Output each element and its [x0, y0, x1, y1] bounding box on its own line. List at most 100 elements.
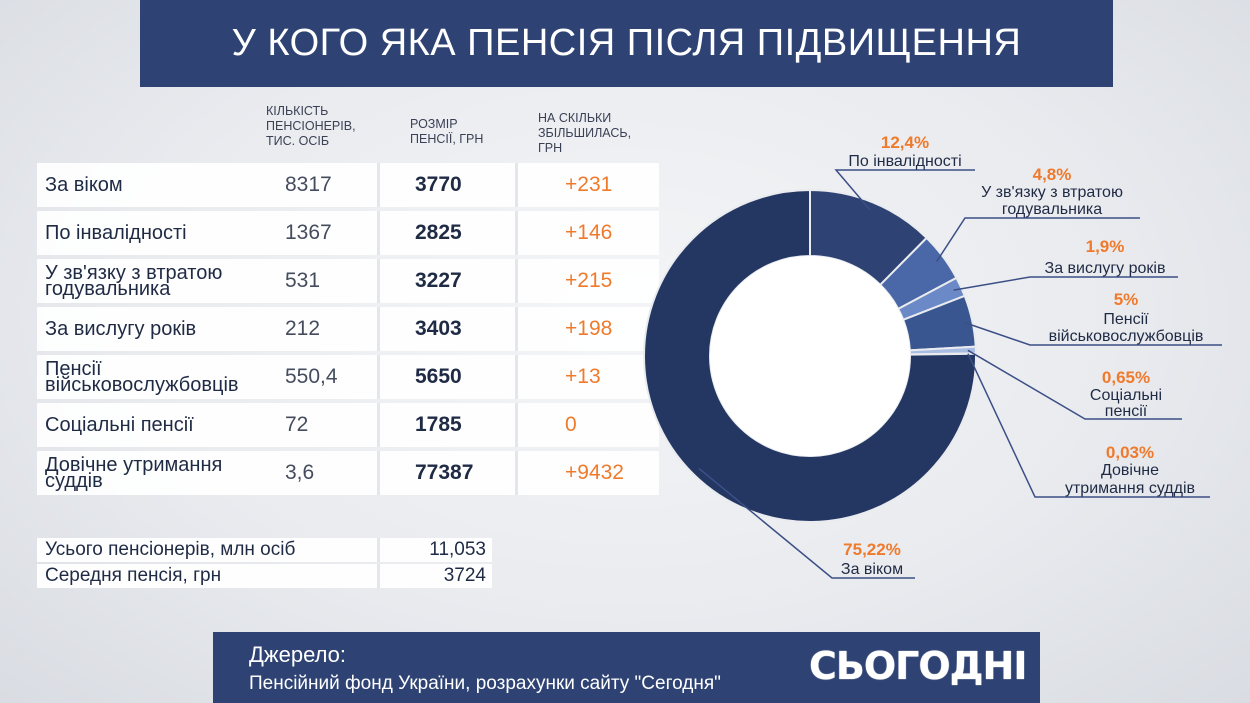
row-size: 1785 [415, 413, 462, 436]
row-count: 3,6 [285, 461, 315, 484]
row-size: 5650 [415, 365, 462, 388]
row-count: 8317 [285, 173, 332, 196]
separator [377, 307, 380, 351]
totals-table: Усього пенсіонерів, млн осіб 11,053 Сере… [37, 538, 492, 590]
total-label: Усього пенсіонерів, млн осіб [45, 539, 296, 560]
table-row: Соціальні пенсії 72 1785 0 [37, 403, 659, 447]
row-size: 77387 [415, 461, 474, 484]
separator [377, 538, 380, 562]
leader-line [834, 169, 975, 211]
slice-percent: 5% [1114, 290, 1139, 309]
slice-label: 75,22% За віком [698, 467, 915, 579]
separator [515, 211, 518, 255]
leader-line [953, 276, 1178, 291]
slice-category: Пенсії [1103, 311, 1149, 328]
row-name: Пенсії військовослужбовців [45, 358, 239, 396]
row-name: За вислугу років [45, 318, 197, 340]
row-count: 531 [285, 269, 321, 292]
page-title: У КОГО ЯКА ПЕНСІЯ ПІСЛЯ ПІДВИЩЕННЯ [231, 22, 1022, 64]
row-count: 212 [285, 317, 321, 340]
separator [377, 259, 380, 303]
table-row: По інвалідності 1367 2825 +146 [37, 211, 659, 255]
row-name: За віком [45, 174, 123, 196]
separator [515, 259, 518, 303]
table-row: Довічне утримання суддів 3,6 77387 +9432 [37, 451, 659, 495]
separator [377, 403, 380, 447]
slice-category: утримання суддів [1065, 480, 1195, 497]
slice-category: За віком [841, 561, 903, 578]
slice-category: Довічне [1101, 462, 1159, 479]
row-name: По інвалідності [45, 222, 187, 244]
leader-line [936, 217, 1140, 262]
leader-line [967, 353, 1210, 498]
slice-percent: 0,03% [1106, 443, 1154, 462]
row-increase: +146 [565, 221, 613, 244]
leader-line [967, 349, 1182, 420]
source-bar: Джерело: Пенсійний фонд України, розраху… [213, 632, 1040, 703]
row-increase: 0 [565, 413, 577, 436]
total-value: 11,053 [429, 539, 486, 560]
slice-category: годувальника [1002, 201, 1102, 218]
slice-label: 12,4%По інвалідності [834, 133, 975, 211]
slice-percent: 75,22% [843, 540, 901, 559]
total-value: 3724 [443, 565, 486, 586]
separator [377, 211, 380, 255]
separator [377, 163, 380, 207]
total-row: Усього пенсіонерів, млн осіб 11,053 [37, 538, 492, 562]
separator [515, 355, 518, 399]
source-label: Джерело: [249, 642, 347, 667]
pension-table: За віком 8317 3770 +231 По інвалідності 1367 2… [37, 163, 659, 499]
separator [377, 564, 380, 588]
separator [377, 355, 380, 399]
brand-logo: СЬОГОДНІ [809, 644, 1027, 688]
table-row: У зв'язку з втратою годувальника 531 3227 +2… [37, 259, 659, 303]
separator [515, 163, 518, 207]
leader-line [964, 321, 1222, 346]
separator [377, 451, 380, 495]
row-increase: +9432 [565, 461, 624, 484]
separator [515, 403, 518, 447]
slice-percent: 12,4% [881, 133, 929, 152]
separator [515, 451, 518, 495]
column-header-count: КІЛЬКІСТЬ ПЕНСІОНЕРІВ, ТИС. ОСІБ [266, 104, 356, 148]
source-text: Пенсійний фонд України, розрахунки сайту… [249, 673, 721, 694]
row-name: У зв'язку з втратою годувальника [45, 262, 223, 300]
slice-percent: 4,8% [1033, 165, 1072, 184]
total-label: Середня пенсія, грн [45, 565, 222, 586]
row-increase: +13 [565, 365, 601, 388]
row-count: 550,4 [285, 365, 338, 388]
row-name: Довічне утримання суддів [45, 454, 223, 492]
row-size: 3770 [415, 173, 462, 196]
separator [515, 307, 518, 351]
leader-line [698, 467, 915, 579]
table-row: За віком 8317 3770 +231 [37, 163, 659, 207]
table-row: Пенсії військовослужбовців 550,4 5650 +13 [37, 355, 659, 399]
row-increase: +215 [565, 269, 613, 292]
title-bar: У КОГО ЯКА ПЕНСІЯ ПІСЛЯ ПІДВИЩЕННЯ [140, 0, 1113, 87]
donut-hole [710, 256, 910, 456]
total-row: Середня пенсія, грн 3724 [37, 564, 492, 588]
slice-label: 1,9% За вислугу років [953, 237, 1178, 291]
row-count: 72 [285, 413, 309, 436]
row-size: 2825 [415, 221, 462, 244]
row-name: Соціальні пенсії [45, 414, 194, 436]
row-count: 1367 [285, 221, 332, 244]
row-size: 3403 [415, 317, 462, 340]
slice-category: У зв'язку з втратою [981, 184, 1123, 201]
slice-category: пенсії [1105, 403, 1148, 420]
slice-percent: 1,9% [1086, 237, 1125, 256]
column-header-increase: НА СКІЛЬКИ ЗБІЛЬШИЛАСЬ, ГРН [538, 111, 632, 155]
row-increase: +198 [565, 317, 613, 340]
row-increase: +231 [565, 173, 613, 196]
slice-category: Соціальні [1090, 387, 1162, 404]
slice-category: По інвалідності [848, 153, 961, 170]
row-size: 3227 [415, 269, 462, 292]
slice-category: військовослужбовців [1049, 328, 1204, 345]
slice-category: За вислугу років [1045, 260, 1166, 277]
table-row: За вислугу років 212 3403 +198 [37, 307, 659, 351]
